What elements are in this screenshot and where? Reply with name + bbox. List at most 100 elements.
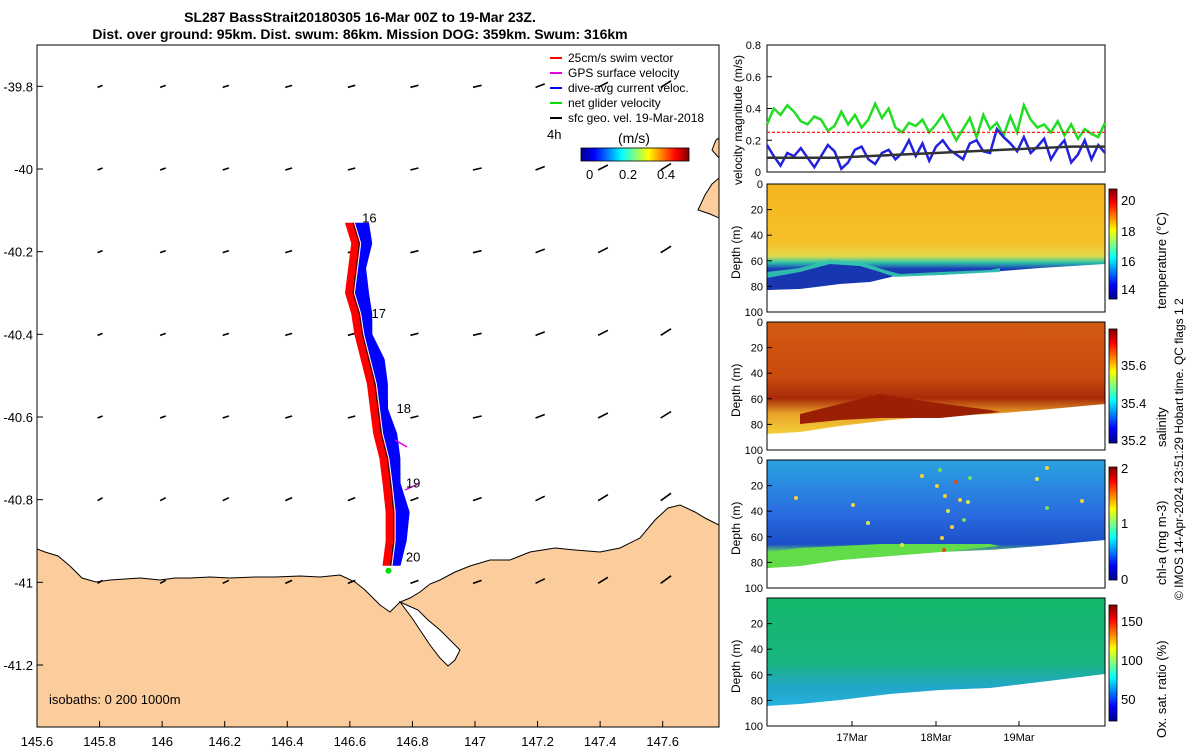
chlorophyll-sample-dot xyxy=(900,543,904,547)
map-y-ticks: -39.8 -40 -40.2 -40.4 -40.6 -40.8 -41 -41.2 xyxy=(3,79,43,673)
geo-arrow xyxy=(97,496,103,502)
velocity-panel: 0 0.2 0.4 0.6 0.8 velocity magnitude (m/s) xyxy=(731,40,1107,185)
velocity-tick-label: 0.8 xyxy=(746,40,761,52)
chlorophyll-sample-dot xyxy=(940,536,944,540)
map-x-tick-label: 145.8 xyxy=(83,734,116,749)
chlorophyll-sample-dot xyxy=(958,498,962,502)
geo-arrow xyxy=(597,412,609,419)
geo-arrow xyxy=(472,167,482,171)
geo-arrow xyxy=(535,83,546,89)
geo-arrow xyxy=(347,415,356,419)
island-small xyxy=(711,137,719,159)
chlorophyll-deep-green xyxy=(767,544,1000,568)
depth-tick-label: 20 xyxy=(751,619,763,631)
colorbar-tick-label: 14 xyxy=(1121,282,1135,297)
colorbar-tick-label: 2 xyxy=(1121,461,1128,476)
gps-arrow xyxy=(404,483,419,491)
geo-arrow xyxy=(347,167,356,171)
section-colorbar xyxy=(1108,188,1118,300)
geo-arrow xyxy=(97,167,103,171)
geo-arrow xyxy=(159,332,167,337)
salinity-panel xyxy=(766,321,1106,451)
depth-ylabel: Depth (m) xyxy=(729,364,743,417)
map-x-tick-label: 147.2 xyxy=(521,734,554,749)
depth-tick-label: 100 xyxy=(745,721,763,733)
geo-arrow xyxy=(347,84,356,89)
depth-tick-label: 0 xyxy=(757,317,763,329)
geo-arrow xyxy=(410,84,419,89)
glider-track xyxy=(344,222,419,574)
velocity-series xyxy=(767,145,1105,159)
depth-tick-label: 40 xyxy=(751,644,763,656)
velocity-series xyxy=(765,126,1106,172)
section-colorbar xyxy=(1108,328,1118,444)
section-colorbar xyxy=(1108,466,1118,581)
chlorophyll-sample-dot xyxy=(966,500,970,504)
depth-ylabel: Depth (m) xyxy=(729,640,743,693)
day-label: 18 xyxy=(397,401,411,416)
colorbar-tick-label: 50 xyxy=(1121,692,1135,707)
geo-arrow xyxy=(597,329,609,337)
geo-arrow xyxy=(97,332,103,337)
depth-tick-label: 80 xyxy=(751,557,763,569)
geo-arrow xyxy=(222,579,230,585)
geo-arrow xyxy=(660,492,672,502)
section-colorbar xyxy=(1108,604,1118,722)
geo-arrow xyxy=(535,413,546,419)
geo-arrow xyxy=(285,332,293,337)
map-y-tick-label: -40.4 xyxy=(3,327,33,342)
chlorophyll-frame xyxy=(766,459,1106,589)
isobaths-label: isobaths: 0 200 1000m xyxy=(49,692,181,707)
time-tick-label: 17Mar xyxy=(836,732,868,744)
legend-4h: 4h xyxy=(547,127,561,142)
geo-arrow xyxy=(159,249,167,254)
geo-arrow xyxy=(597,493,609,502)
geo-arrow xyxy=(472,496,482,502)
chlorophyll-sample-dot xyxy=(942,548,946,552)
legend-label: net glider velocity xyxy=(568,96,661,110)
geo-arrow xyxy=(660,162,672,171)
geo-arrow xyxy=(285,249,293,254)
chlorophyll-sample-dot xyxy=(954,480,958,484)
map-y-tick-label: -41.2 xyxy=(3,658,33,673)
depth-tick-label: 80 xyxy=(751,695,763,707)
speed-colorbar xyxy=(580,147,690,162)
colorbar-label: temperature (°C) xyxy=(1154,212,1169,309)
chlorophyll-sample-dot xyxy=(938,468,942,472)
depth-ylabel: Depth (m) xyxy=(729,502,743,555)
map-x-tick-label: 146.2 xyxy=(208,734,241,749)
chlorophyll-sample-dot xyxy=(1045,506,1049,510)
map-y-tick-label: -40 xyxy=(14,162,33,177)
colorbar-label: salinity xyxy=(1154,407,1169,447)
depth-tick-label: 0 xyxy=(757,455,763,467)
colorbar-tick-label: 150 xyxy=(1121,614,1143,629)
map-y-tick-label: -40.8 xyxy=(3,493,33,508)
geo-arrow xyxy=(597,81,609,89)
geo-arrow xyxy=(97,249,103,254)
geo-arrow xyxy=(97,415,103,419)
depth-tick-label: 100 xyxy=(745,445,763,457)
depth-tick-label: 20 xyxy=(751,343,763,355)
geo-arrow xyxy=(285,415,293,419)
temperature-panel xyxy=(766,183,1106,313)
colorbar-label: Ox. sat. ratio (%) xyxy=(1154,640,1169,738)
day-label: 20 xyxy=(406,550,420,565)
depth-tick-label: 0 xyxy=(757,179,763,191)
geo-arrow xyxy=(285,167,293,171)
chlorophyll-sample-dot xyxy=(794,496,798,500)
track-end-marker xyxy=(385,567,392,574)
geo-arrow xyxy=(222,84,230,89)
depth-tick-label: 20 xyxy=(751,481,763,493)
depth-tick-label: 40 xyxy=(751,368,763,380)
temperature-cyan-band xyxy=(767,260,1000,278)
temperature-bottom-blue xyxy=(767,264,895,290)
chlorophyll-sample-dot xyxy=(1080,499,1084,503)
colorbar-tick-label: 35.6 xyxy=(1121,358,1146,373)
depth-tick-label: 60 xyxy=(751,670,763,682)
colorbar-tick-label: 0 xyxy=(1121,572,1128,587)
geo-arrow xyxy=(347,332,356,337)
chlorophyll-sample-dot xyxy=(866,521,870,525)
velocity-series xyxy=(765,100,1107,143)
geo-arrow xyxy=(284,579,293,585)
